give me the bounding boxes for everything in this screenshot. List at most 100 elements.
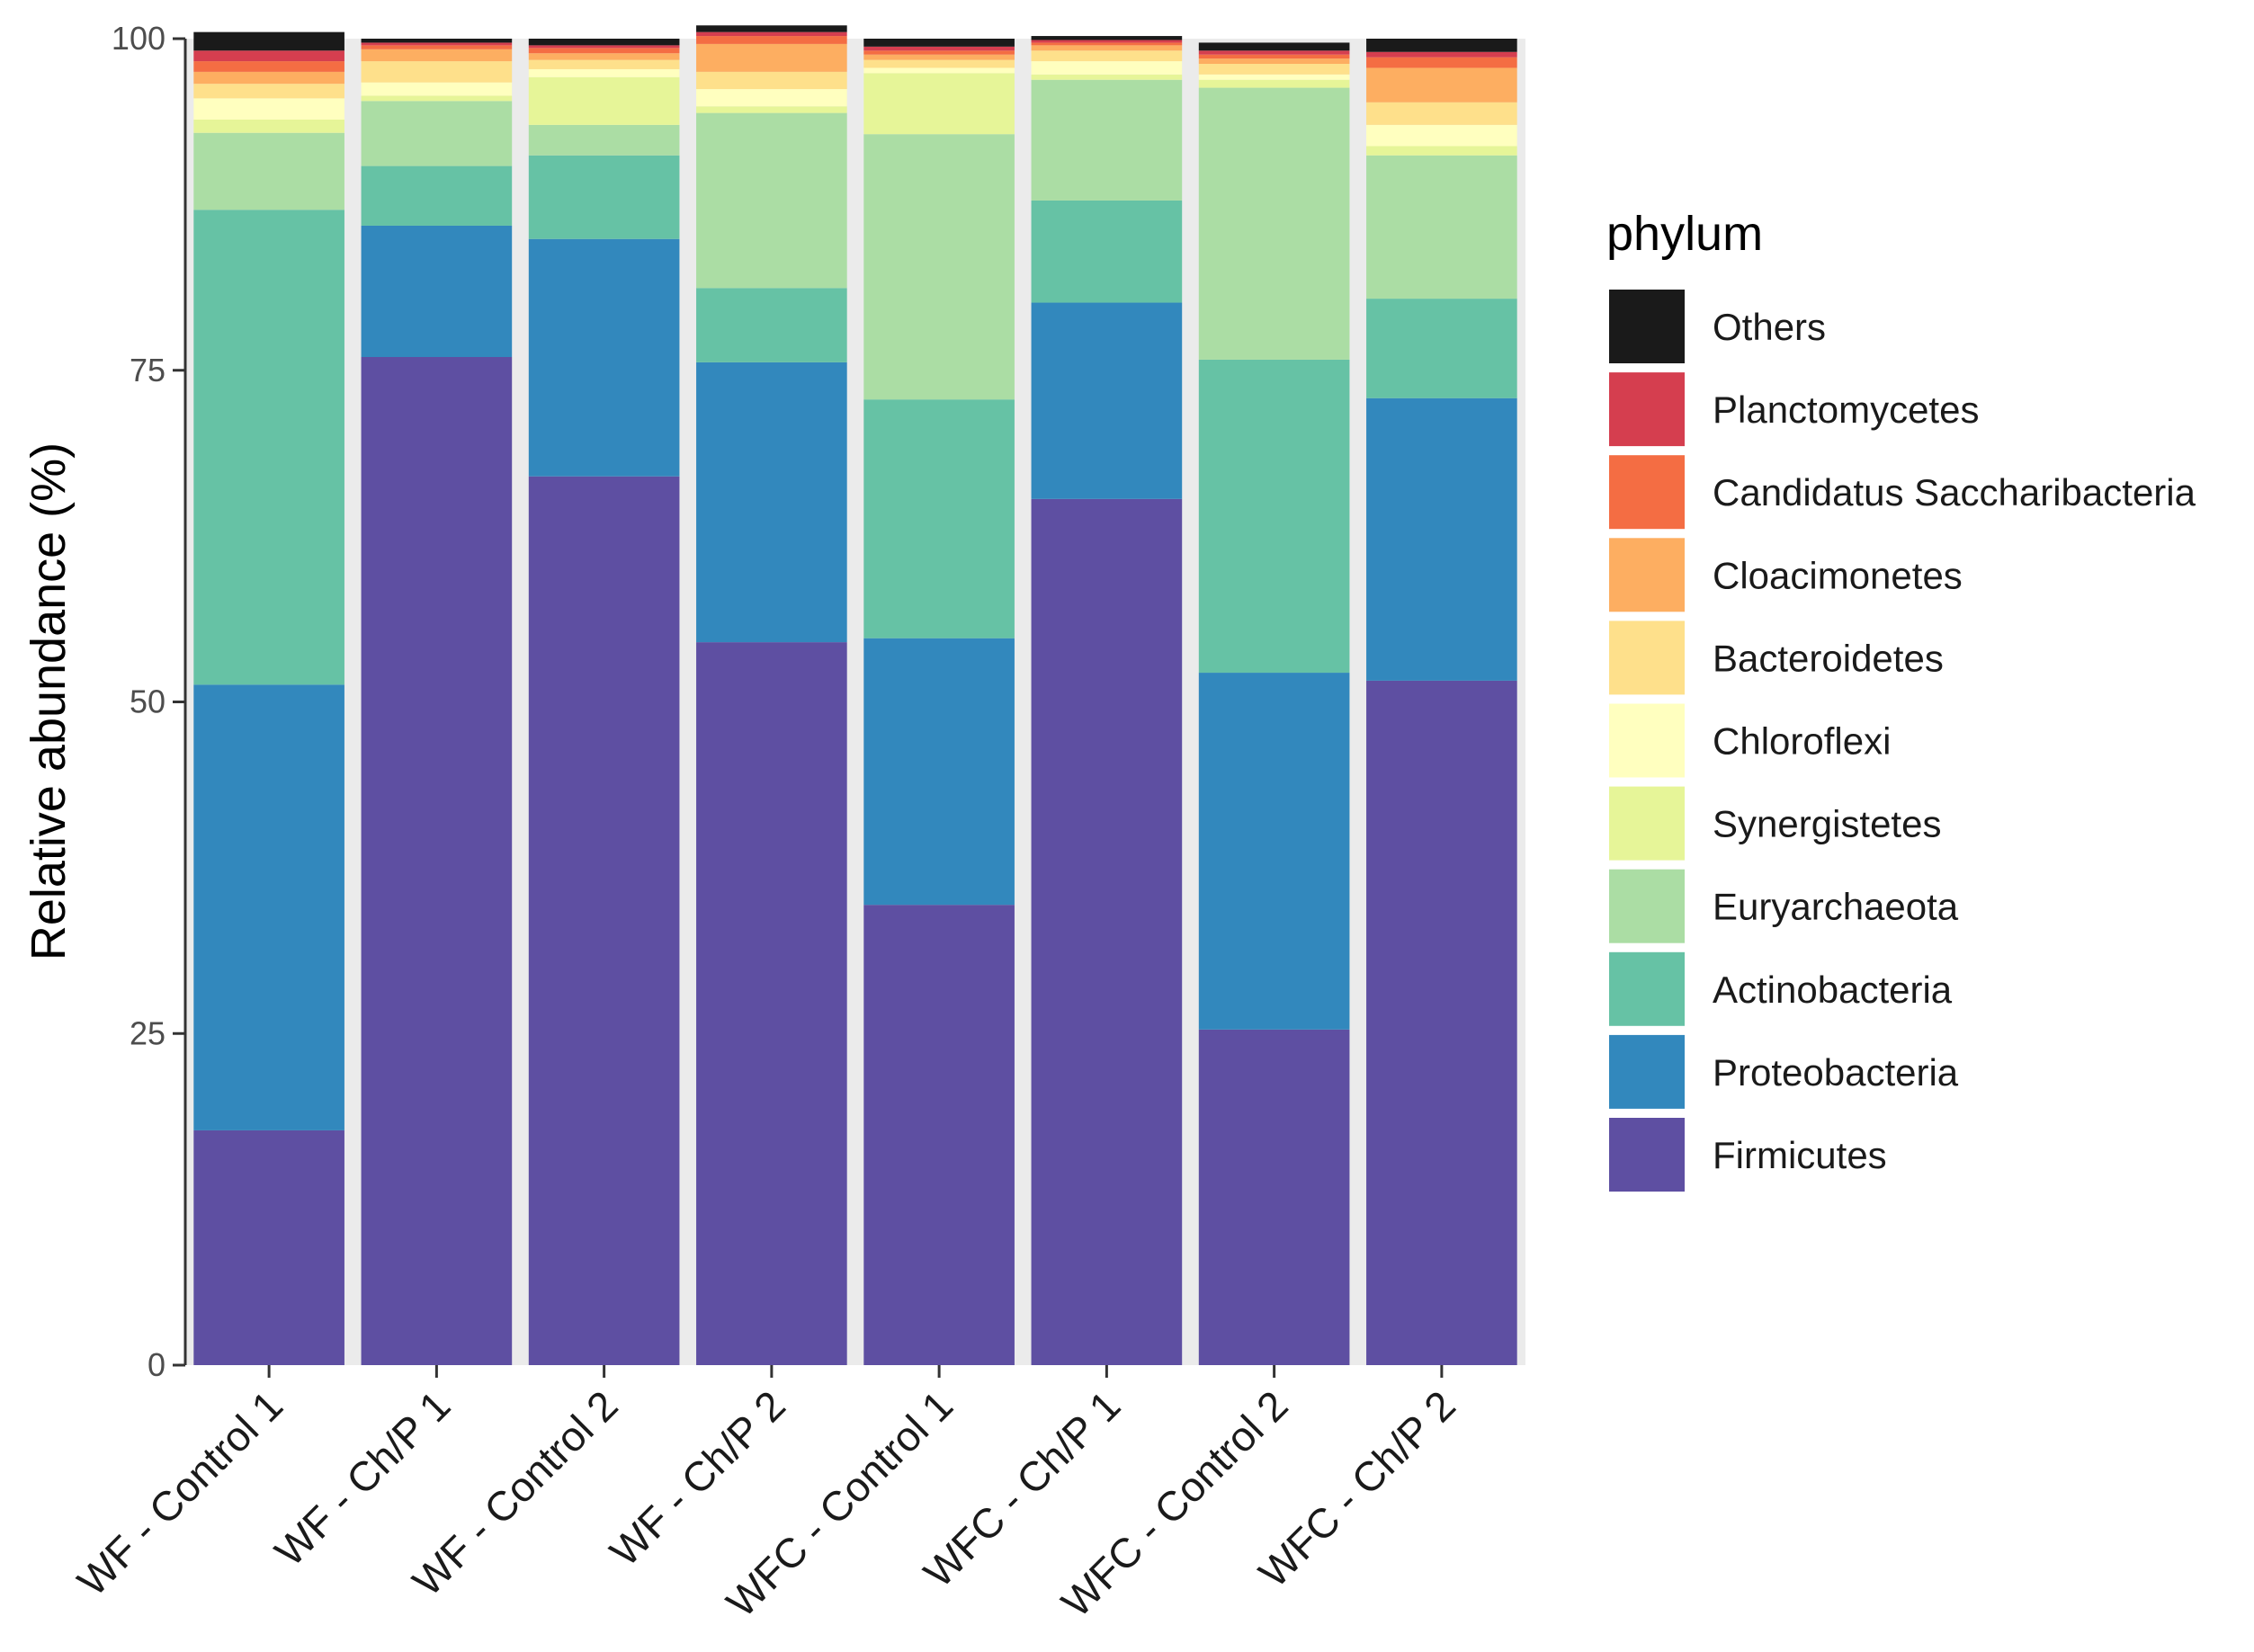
bar-segment-candidatus-saccharibacteria-wfc-ch-p-1 — [1031, 42, 1183, 46]
bar-segment-planctomycetes-wfc-ch-p-1 — [1031, 40, 1183, 43]
legend-key-others — [1607, 288, 1686, 365]
bar-segment-synergistetes-wf-ch-p-2 — [696, 106, 847, 113]
y-tick-label: 100 — [112, 20, 165, 57]
bar-segment-candidatus-saccharibacteria-wf-control-2 — [528, 48, 680, 54]
bar-segment-bacteroidetes-wfc-ch-p-1 — [1031, 50, 1183, 62]
bar-segment-chloroflexi-wfc-control-1 — [863, 67, 1015, 74]
y-tick-label: 75 — [130, 352, 165, 388]
bar-segment-others-wf-control-1 — [193, 31, 344, 51]
bar-segment-others-wfc-control-2 — [1198, 42, 1350, 51]
bar-segment-euryarchaeota-wfc-ch-p-1 — [1031, 79, 1183, 201]
bar-segment-others-wfc-control-1 — [863, 39, 1015, 47]
bar-segment-synergistetes-wfc-control-1 — [863, 73, 1015, 135]
y-tick-label: 50 — [130, 683, 165, 720]
bar-segment-proteobacteria-wfc-control-2 — [1198, 673, 1350, 1030]
bar-segment-firmicutes-wf-control-2 — [528, 476, 680, 1365]
bar-segment-actinobacteria-wfc-control-1 — [863, 399, 1015, 638]
bar-segment-euryarchaeota-wf-control-1 — [193, 132, 344, 210]
bar-segment-bacteroidetes-wf-ch-p-1 — [361, 61, 513, 83]
bar-segment-bacteroidetes-wf-control-2 — [528, 59, 680, 69]
legend-label-others: Others — [1713, 306, 1826, 348]
x-tick-label: WF - Control 1 — [68, 1381, 291, 1604]
bar-segment-cloacimonetes-wf-ch-p-2 — [696, 43, 847, 72]
bar-segment-synergistetes-wfc-control-2 — [1198, 79, 1350, 88]
legend-label-euryarchaeota: Euryarchaeota — [1713, 886, 1959, 928]
legend-key-synergistetes — [1607, 784, 1686, 862]
bar-segment-euryarchaeota-wfc-control-2 — [1198, 87, 1350, 360]
bar-segment-firmicutes-wfc-control-1 — [863, 905, 1015, 1365]
bar-segment-chloroflexi-wfc-control-2 — [1198, 74, 1350, 80]
bar-segment-cloacimonetes-wf-ch-p-1 — [361, 49, 513, 62]
bar-segment-actinobacteria-wf-control-2 — [528, 155, 680, 239]
bar-segment-cloacimonetes-wfc-ch-p-1 — [1031, 45, 1183, 51]
bar-segment-proteobacteria-wfc-ch-p-1 — [1031, 302, 1183, 499]
bar-segment-euryarchaeota-wf-control-2 — [528, 124, 680, 156]
legend-label-planctomycetes: Planctomycetes — [1713, 388, 1979, 431]
bar-segment-firmicutes-wfc-ch-p-1 — [1031, 498, 1183, 1365]
bar-segment-chloroflexi-wf-control-2 — [528, 68, 680, 77]
bar-segment-planctomycetes-wfc-control-1 — [863, 46, 1015, 51]
bar-segment-others-wf-control-2 — [528, 39, 680, 46]
legend: Others Planctomycetes Candidatus Saccharib… — [1607, 288, 2196, 1193]
bar-segment-euryarchaeota-wfc-ch-p-2 — [1366, 155, 1517, 299]
legend-key-firmicutes — [1607, 1116, 1686, 1193]
x-axis: WF - Control 1WF - Ch/P 1WF - Control 2W… — [68, 1365, 1464, 1626]
bar-segment-planctomycetes-wf-control-1 — [193, 50, 344, 62]
bar-segment-candidatus-saccharibacteria-wfc-ch-p-2 — [1366, 57, 1517, 68]
bar-segment-chloroflexi-wfc-ch-p-1 — [1031, 61, 1183, 75]
bar-segment-proteobacteria-wfc-ch-p-2 — [1366, 397, 1517, 681]
legend-label-actinobacteria: Actinobacteria — [1713, 969, 1953, 1011]
legend-key-euryarchaeota — [1607, 867, 1686, 945]
legend-label-proteobacteria: Proteobacteria — [1713, 1051, 1959, 1094]
bar-segment-others-wfc-ch-p-1 — [1031, 36, 1183, 40]
bar-segment-proteobacteria-wfc-control-1 — [863, 638, 1015, 906]
y-tick-label: 0 — [148, 1346, 165, 1383]
legend-key-proteobacteria — [1607, 1032, 1686, 1111]
legend-title: phylum — [1606, 207, 1763, 261]
bar-segment-firmicutes-wf-control-1 — [193, 1130, 344, 1365]
bar-segment-candidatus-saccharibacteria-wfc-control-1 — [863, 50, 1015, 55]
legend-key-candidatus-saccharibacteria — [1607, 453, 1686, 531]
legend-key-cloacimonetes — [1607, 536, 1686, 614]
bar-segment-synergistetes-wf-ch-p-1 — [361, 95, 513, 102]
bar-segment-actinobacteria-wfc-ch-p-2 — [1366, 299, 1517, 398]
y-axis-title: Relative abundance (%) — [22, 442, 76, 960]
bar-segment-others-wfc-ch-p-2 — [1366, 39, 1517, 52]
bar-segment-proteobacteria-wf-control-2 — [528, 238, 680, 477]
legend-label-chloroflexi: Chloroflexi — [1713, 720, 1891, 763]
legend-key-chloroflexi — [1607, 701, 1686, 780]
legend-label-cloacimonetes: Cloacimonetes — [1713, 554, 1963, 596]
bar-segment-actinobacteria-wfc-control-2 — [1198, 359, 1350, 674]
bar-segment-proteobacteria-wf-ch-p-1 — [361, 225, 513, 357]
bar-segment-bacteroidetes-wfc-control-1 — [863, 59, 1015, 68]
legend-key-actinobacteria — [1607, 950, 1686, 1028]
bar-segment-euryarchaeota-wfc-control-1 — [863, 134, 1015, 400]
bar-segment-planctomycetes-wf-control-2 — [528, 45, 680, 49]
legend-label-synergistetes: Synergistetes — [1713, 803, 1941, 845]
bar-segment-bacteroidetes-wfc-ch-p-2 — [1366, 102, 1517, 125]
bar-segment-actinobacteria-wf-ch-p-1 — [361, 165, 513, 226]
bar-segment-synergistetes-wfc-ch-p-1 — [1031, 74, 1183, 80]
legend-key-bacteroidetes — [1607, 619, 1686, 697]
bar-segment-actinobacteria-wf-control-1 — [193, 210, 344, 685]
bar-segment-planctomycetes-wf-ch-p-2 — [696, 31, 847, 37]
bar-segment-candidatus-saccharibacteria-wf-ch-p-2 — [696, 36, 847, 44]
legend-label-bacteroidetes: Bacteroidetes — [1713, 637, 1944, 679]
bar-segment-proteobacteria-wf-control-1 — [193, 684, 344, 1130]
bar-segment-candidatus-saccharibacteria-wfc-control-2 — [1198, 54, 1350, 59]
bar-segment-chloroflexi-wf-ch-p-1 — [361, 82, 513, 96]
bar-segment-chloroflexi-wfc-ch-p-2 — [1366, 124, 1517, 147]
bar-segment-planctomycetes-wfc-control-2 — [1198, 50, 1350, 55]
bar-segment-candidatus-saccharibacteria-wf-ch-p-1 — [361, 45, 513, 49]
bars-group — [193, 25, 1517, 1365]
legend-label-candidatus-saccharibacteria: Candidatus Saccharibacteria — [1713, 471, 2196, 513]
bar-segment-planctomycetes-wf-ch-p-1 — [361, 42, 513, 46]
bar-segment-planctomycetes-wfc-ch-p-2 — [1366, 51, 1517, 58]
bar-segment-bacteroidetes-wf-ch-p-2 — [696, 71, 847, 90]
legend-label-firmicutes: Firmicutes — [1713, 1134, 1887, 1176]
bar-segment-actinobacteria-wfc-ch-p-1 — [1031, 200, 1183, 303]
bar-segment-euryarchaeota-wf-ch-p-1 — [361, 101, 513, 166]
y-axis: 0 25 50 75 100 — [112, 20, 185, 1383]
bar-segment-firmicutes-wfc-control-2 — [1198, 1029, 1350, 1365]
bar-segment-synergistetes-wfc-ch-p-2 — [1366, 146, 1517, 156]
